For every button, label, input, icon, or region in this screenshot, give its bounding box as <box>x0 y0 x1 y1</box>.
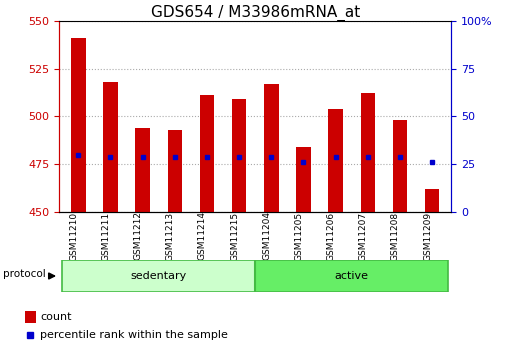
Title: GDS654 / M33986mRNA_at: GDS654 / M33986mRNA_at <box>151 4 360 21</box>
Bar <box>62 260 255 292</box>
Bar <box>361 93 375 212</box>
Bar <box>328 109 343 212</box>
Bar <box>103 82 117 212</box>
Bar <box>296 147 311 212</box>
Text: GSM11204: GSM11204 <box>262 211 271 260</box>
Bar <box>425 189 439 212</box>
Bar <box>264 84 279 212</box>
Bar <box>25 310 35 323</box>
Bar <box>71 38 86 212</box>
Bar <box>255 260 448 292</box>
Text: GSM11208: GSM11208 <box>391 211 400 260</box>
Text: GSM11212: GSM11212 <box>133 211 143 260</box>
Bar <box>232 99 246 212</box>
Text: GSM11215: GSM11215 <box>230 211 239 260</box>
Text: GSM11207: GSM11207 <box>359 211 368 260</box>
Text: active: active <box>334 271 369 281</box>
Text: protocol: protocol <box>3 269 46 279</box>
Text: GSM11213: GSM11213 <box>166 211 175 260</box>
Text: sedentary: sedentary <box>131 271 187 281</box>
Bar <box>135 128 150 212</box>
Bar <box>393 120 407 212</box>
Text: count: count <box>41 312 72 322</box>
Text: GSM11210: GSM11210 <box>69 211 78 260</box>
Bar <box>200 95 214 212</box>
Text: GSM11205: GSM11205 <box>294 211 304 260</box>
Text: GSM11209: GSM11209 <box>423 211 432 260</box>
Text: percentile rank within the sample: percentile rank within the sample <box>41 330 228 339</box>
Text: GSM11211: GSM11211 <box>102 211 110 260</box>
Text: GSM11214: GSM11214 <box>198 211 207 260</box>
Bar <box>168 130 182 212</box>
Text: GSM11206: GSM11206 <box>327 211 336 260</box>
